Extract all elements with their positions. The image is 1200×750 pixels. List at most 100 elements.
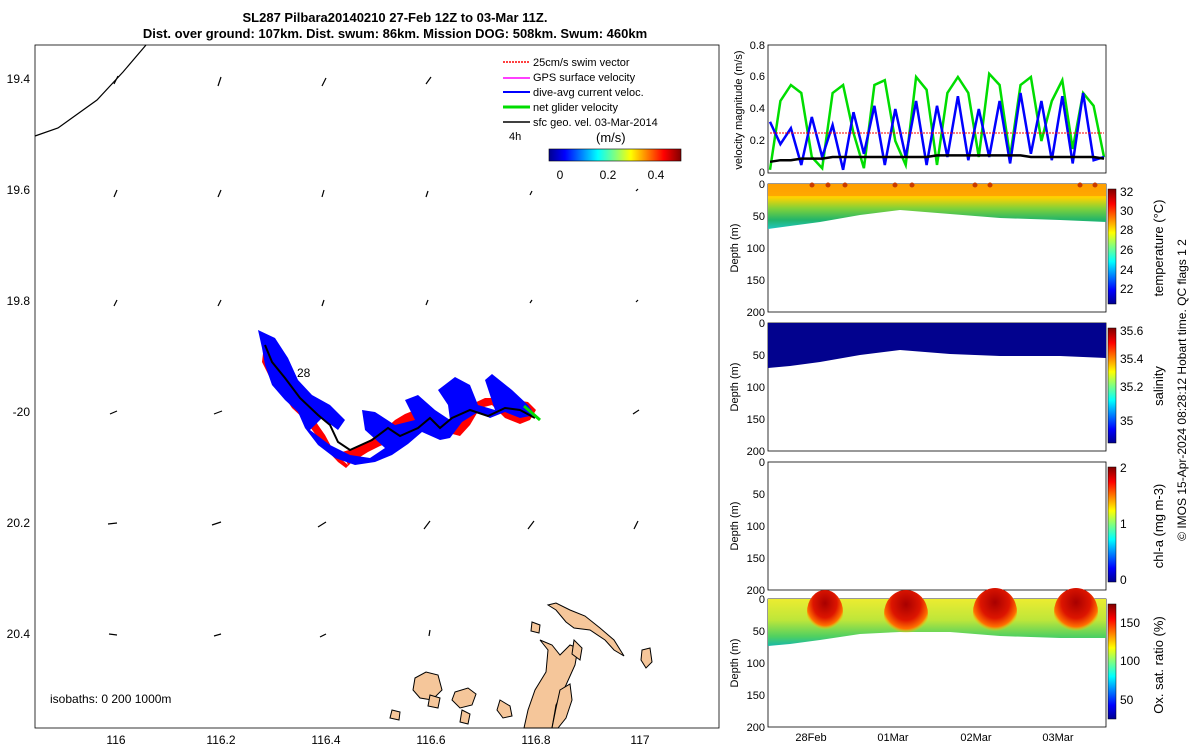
- temperature-colorbar: [1107, 188, 1117, 305]
- glider-track: 28: [258, 330, 541, 468]
- map-xtick: 116.4: [311, 733, 340, 747]
- track-line: [264, 344, 536, 452]
- temperature-depth-axis: 0 50 100 150 200 Depth (m): [729, 179, 765, 319]
- temperature-label: temperature (°C): [1151, 200, 1166, 297]
- oxygen-label: Ox. sat. ratio (%): [1151, 616, 1166, 714]
- land-islands: [389, 602, 653, 729]
- depth-tick: 150: [747, 553, 765, 565]
- depth-label: Depth (m): [729, 639, 741, 688]
- velocity-series-group: [768, 70, 1106, 171]
- temperature-tick: 28: [1120, 223, 1134, 237]
- map-xtick: 117: [630, 733, 649, 747]
- velocity-ytick: 0.2: [750, 135, 765, 147]
- oxygen-tick: 150: [1120, 616, 1140, 630]
- map-colorbar-tick: 0: [557, 168, 564, 182]
- colorbar-unit: (m/s): [596, 130, 626, 145]
- title-line-2: Dist. over ground: 107km. Dist. swum: 86…: [142, 26, 648, 41]
- depth-label: Depth (m): [729, 224, 741, 273]
- chla-depth-axis: 0 50 100 150 200 Depth (m): [729, 457, 765, 597]
- map-xtick: 116.6: [416, 733, 445, 747]
- track-time-label: 28: [297, 366, 311, 380]
- depth-tick: 100: [747, 658, 765, 670]
- depth-tick: 150: [747, 690, 765, 702]
- black-velocity-line: [769, 154, 1105, 164]
- salinity-tick: 35.6: [1120, 324, 1144, 338]
- map-panel: 28 25cm/s swim vector GPS surface veloci…: [7, 44, 720, 747]
- legend-current-velocity: dive-avg current veloc.: [533, 87, 644, 99]
- map-frame: [34, 44, 720, 729]
- oxygen-tick: 100: [1120, 654, 1140, 668]
- temperature-panel: 22 24 26 28 30 32 temperature (°C): [767, 182, 1166, 313]
- time-axis: 28Feb 01Mar 02Mar 03Mar: [795, 732, 1074, 744]
- depth-label: Depth (m): [729, 502, 741, 551]
- footer-note: © IMOS 15-Apr-2024 08:28:12 Hobart time.…: [1175, 239, 1189, 541]
- depth-tick: 200: [747, 307, 765, 319]
- chla-colorbar-ticks: 0 1 2: [1120, 461, 1127, 587]
- map-colorbar: [548, 148, 682, 162]
- oxygen-high-patch: [807, 590, 843, 634]
- isobaths-label: isobaths: 0 200 1000m: [50, 692, 171, 706]
- legend-time-label: 4h: [509, 131, 521, 143]
- chla-frame: [767, 461, 1107, 591]
- temperature-tick: 22: [1120, 282, 1134, 296]
- oxygen-high-patch: [1054, 588, 1098, 636]
- velocity-panel: 0 0.2 0.4 0.6 0.8 velocity magnitude (m/…: [733, 40, 1107, 179]
- time-tick: 28Feb: [795, 732, 826, 744]
- salinity-colorbar: [1107, 327, 1117, 444]
- depth-tick: 100: [747, 521, 765, 533]
- depth-tick: 0: [759, 594, 765, 606]
- depth-tick: 150: [747, 414, 765, 426]
- map-ytick: 19.6: [7, 183, 31, 197]
- depth-tick: 150: [747, 275, 765, 287]
- temperature-tick: 32: [1120, 185, 1134, 199]
- salinity-tick: 35.4: [1120, 352, 1144, 366]
- depth-tick: 200: [747, 722, 765, 734]
- chla-tick: 2: [1120, 461, 1127, 475]
- time-tick: 01Mar: [877, 732, 909, 744]
- map-legend: 25cm/s swim vector GPS surface velocity …: [503, 57, 682, 182]
- temperature-tick: 30: [1120, 204, 1134, 218]
- oxygen-depth-axis: 0 50 100 150 200 Depth (m): [729, 594, 765, 734]
- current-swath: [258, 330, 535, 465]
- blue-velocity-line: [768, 92, 1105, 171]
- salinity-tick: 35: [1120, 414, 1134, 428]
- map-x-axis: 116 116.2 116.4 116.6 116.8 117: [106, 733, 649, 747]
- temperature-hot-dots: [809, 182, 1098, 188]
- temperature-tick: 24: [1120, 263, 1134, 277]
- map-ytick: 19.8: [7, 294, 31, 308]
- velocity-ytick: 0.4: [750, 103, 765, 115]
- oxygen-colorbar: [1107, 603, 1117, 720]
- oxygen-field: [768, 599, 1106, 646]
- salinity-label: salinity: [1151, 366, 1166, 406]
- depth-axes: 0 50 100 150 200 Depth (m) 0 50 100 150 …: [729, 179, 765, 734]
- velocity-y-axis: 0 0.2 0.4 0.6 0.8: [750, 40, 765, 179]
- oxygen-high-patch: [884, 590, 928, 638]
- depth-tick: 0: [759, 179, 765, 191]
- title-line-1: SL287 Pilbara20140210 27-Feb 12Z to 03-M…: [242, 10, 548, 25]
- map-colorbar-tick: 0.4: [648, 168, 665, 182]
- depth-tick: 50: [753, 211, 765, 223]
- depth-tick: 50: [753, 626, 765, 638]
- salinity-panel: 35 35.2 35.4 35.6 salinity: [767, 322, 1166, 452]
- oxygen-high-patch: [973, 588, 1017, 636]
- velocity-ytick: 0.6: [750, 71, 765, 83]
- legend-geo-velocity: sfc geo. vel. 03-Mar-2014: [533, 117, 658, 129]
- map-ytick: -20: [13, 405, 31, 419]
- oxygen-colorbar-ticks: 50 100 150: [1120, 616, 1140, 707]
- coastline: [34, 44, 147, 137]
- velocity-ytick: 0: [759, 167, 765, 179]
- map-colorbar-tick: 0.2: [600, 168, 617, 182]
- oxygen-tick: 50: [1120, 693, 1134, 707]
- depth-tick: 100: [747, 382, 765, 394]
- temperature-tick: 26: [1120, 243, 1134, 257]
- chla-label: chl-a (mg m-3): [1151, 484, 1166, 569]
- depth-tick: 50: [753, 350, 765, 362]
- oxygen-panel: 50 100 150 Ox. sat. ratio (%): [767, 588, 1166, 728]
- depth-tick: 200: [747, 446, 765, 458]
- salinity-tick: 35.2: [1120, 380, 1144, 394]
- chla-tick: 1: [1120, 517, 1127, 531]
- map-xtick: 116.2: [206, 733, 235, 747]
- depth-label: Depth (m): [729, 363, 741, 412]
- chla-panel: 0 1 2 chl-a (mg m-3): [767, 461, 1166, 591]
